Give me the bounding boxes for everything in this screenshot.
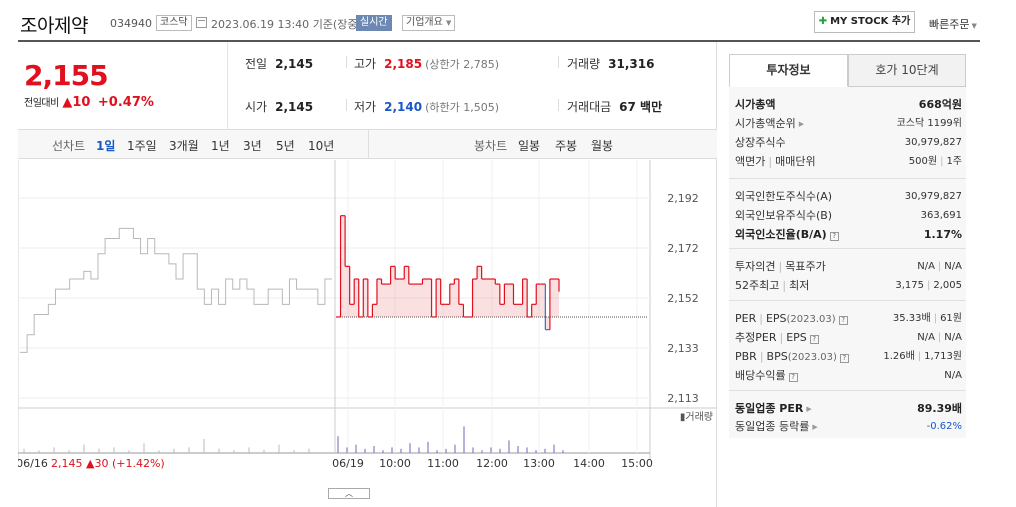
calendar-icon bbox=[196, 17, 207, 28]
prev-close: 전일 2,145 bbox=[245, 57, 314, 71]
chevron-down-icon: ▼ bbox=[971, 22, 977, 30]
tab-weekly-candle[interactable]: 주봉 bbox=[555, 139, 578, 153]
help-icon[interactable]: ? bbox=[809, 335, 819, 344]
tab-5year[interactable]: 5년 bbox=[276, 139, 295, 153]
tab-3month[interactable]: 3개월 bbox=[169, 139, 199, 153]
tab-hoga-10[interactable]: 호가 10단계 bbox=[848, 54, 966, 87]
tab-monthly-candle[interactable]: 월봉 bbox=[591, 139, 614, 153]
chart-svg: 2,192 2,172 2,152 2,133 2,113 06/16 06/19 10:00… bbox=[16, 160, 717, 470]
x-tick-label: 06/19 bbox=[332, 457, 364, 470]
help-icon[interactable]: ? bbox=[788, 373, 798, 382]
cap-rank-row[interactable]: 시가총액순위 ▶ 코스닥 1199위 bbox=[735, 117, 962, 130]
pbr-bps-row: PBR | BPS(2023.03)? 1.26배 | 1,713원 bbox=[735, 350, 962, 363]
stock-code: 034940 bbox=[110, 17, 152, 30]
market-cap-row: 시가총액 668억원 bbox=[735, 98, 962, 111]
price-change: 전일대비 ▲10 +0.47% bbox=[24, 95, 154, 110]
high-price: 고가 2,185 (상한가 2,785) bbox=[354, 57, 499, 71]
timestamp: 2023.06.19 13:40 기준(장중) bbox=[211, 18, 362, 31]
tab-1week[interactable]: 1주일 bbox=[127, 139, 157, 153]
x-tick-label: 06/16 bbox=[18, 457, 48, 470]
today-area bbox=[336, 215, 559, 330]
trade-amount: 거래대금 67 백만 bbox=[567, 100, 663, 114]
tab-invest-info[interactable]: 투자정보 bbox=[729, 54, 848, 87]
tab-1day[interactable]: 1일 bbox=[96, 139, 116, 153]
price-summary-grid: 전일 2,145 고가 2,185 (상한가 2,785) 거래량 31,316 시가 2… bbox=[228, 42, 717, 129]
foreign-limit-row: 외국인한도주식수(A) 30,979,827 bbox=[735, 190, 962, 203]
chart-period-tabs: 선차트 1일 1주일 3개월 1년 3년 5년 10년 봉차트 일봉 주봉 월봉 bbox=[18, 129, 717, 159]
help-icon[interactable]: ? bbox=[838, 316, 848, 325]
par-unit-row: 액면가 | 매매단위 500원 | 1주 bbox=[735, 155, 962, 168]
stock-name: 조아제약 bbox=[20, 15, 88, 37]
current-price: 2,155 bbox=[24, 59, 109, 92]
intraday-chart: 2,192 2,172 2,152 2,133 2,113 06/16 06/19 10:00… bbox=[16, 160, 717, 507]
y-tick-label: 2,133 bbox=[667, 342, 699, 355]
tab-1year[interactable]: 1년 bbox=[211, 139, 230, 153]
quick-order-button[interactable]: 빠른주문 ▼ bbox=[929, 18, 977, 31]
52week-row: 52주최고 | 최저 3,175 | 2,005 bbox=[735, 279, 962, 292]
y-tick-label: 2,113 bbox=[667, 392, 699, 405]
invest-tabs: 투자정보 호가 10단계 bbox=[729, 54, 966, 87]
company-overview-button[interactable]: 기업개요 ▼ bbox=[402, 15, 456, 31]
chevron-up-icon: ︿ bbox=[345, 489, 353, 498]
prev-day-summary: 2,145 ▲30 (+1.42%) bbox=[51, 457, 165, 470]
realtime-button[interactable]: 실시간 bbox=[356, 15, 392, 31]
prev-day-line bbox=[20, 227, 332, 353]
foreign-hold-row: 외국인보유주식수(B) 363,691 bbox=[735, 209, 962, 222]
opinion-row: 투자의견 | 목표주가 N/A | N/A bbox=[735, 260, 962, 273]
open-price: 시가 2,145 bbox=[245, 100, 314, 114]
y-tick-label: 2,172 bbox=[667, 242, 699, 255]
valuation-section: PER | EPS(2023.03)? 35.33배 | 61원 추정PER | EPS? N/… bbox=[729, 300, 966, 390]
per-eps-row: PER | EPS(2023.03)? 35.33배 | 61원 bbox=[735, 312, 962, 325]
opinion-section: 투자의견 | 목표주가 N/A | N/A 52주최고 | 최저 3,175 | 2,005 bbox=[729, 248, 966, 300]
market-badge: 코스닥 bbox=[156, 15, 192, 31]
tab-10year[interactable]: 10년 bbox=[308, 139, 335, 153]
x-tick-label: 12:00 bbox=[476, 457, 508, 470]
foreign-ratio-row: 외국인소진율(B/A)? 1.17% bbox=[735, 228, 962, 241]
price-chart-panel: 2,155 전일대비 ▲10 +0.47% 전일 2,145 고가 2,185 (상한… bbox=[16, 42, 717, 507]
stock-header: 조아제약 034940 코스닥 2023.06.19 13:40 기준(장중) … bbox=[18, 8, 980, 42]
y-tick-label: 2,152 bbox=[667, 292, 699, 305]
y-tick-label: 2,192 bbox=[667, 192, 699, 205]
industry-section: 동일업종 PER ▶ 89.39배 동일업종 등락률 ▶ -0.62% bbox=[729, 390, 966, 438]
industry-per-row[interactable]: 동일업종 PER ▶ 89.39배 bbox=[735, 402, 962, 415]
help-icon[interactable]: ? bbox=[829, 232, 839, 241]
x-tick-label: 10:00 bbox=[379, 457, 411, 470]
help-icon[interactable]: ? bbox=[839, 354, 849, 363]
my-stock-add-button[interactable]: ✚ MY STOCK 추가 bbox=[814, 11, 915, 33]
tab-daily-candle[interactable]: 일봉 bbox=[518, 139, 541, 153]
current-price-area: 2,155 전일대비 ▲10 +0.47% bbox=[18, 42, 228, 129]
low-price: 저가 2,140 (하한가 1,505) bbox=[354, 100, 499, 114]
x-tick-label: 11:00 bbox=[427, 457, 459, 470]
listed-shares-row: 상장주식수 30,979,827 bbox=[735, 136, 962, 149]
foreign-section: 외국인한도주식수(A) 30,979,827 외국인보유주식수(B) 363,691… bbox=[729, 178, 966, 248]
industry-rate-row[interactable]: 동일업종 등락률 ▶ -0.62% bbox=[735, 420, 962, 433]
x-tick-label: 13:00 bbox=[523, 457, 555, 470]
invest-info-panel: 투자정보 호가 10단계 시가총액 668억원 시가총액순위 ▶ 코스닥 1199위 … bbox=[729, 54, 966, 438]
market-cap-section: 시가총액 668억원 시가총액순위 ▶ 코스닥 1199위 상장주식수 30,979,8… bbox=[729, 87, 966, 178]
volume: 거래량 31,316 bbox=[567, 57, 655, 71]
x-tick-label: 15:00 bbox=[621, 457, 653, 470]
up-arrow-icon: ▲ bbox=[62, 95, 73, 110]
chart-collapse-button[interactable]: ︿ bbox=[328, 488, 370, 499]
est-per-eps-row: 추정PER | EPS? N/A | N/A bbox=[735, 331, 962, 344]
plus-icon: ✚ bbox=[818, 16, 828, 27]
x-tick-label: 14:00 bbox=[573, 457, 605, 470]
volume-label: ▮거래량 bbox=[680, 411, 713, 423]
dividend-row: 배당수익률? N/A bbox=[735, 369, 962, 382]
tab-3year[interactable]: 3년 bbox=[243, 139, 262, 153]
